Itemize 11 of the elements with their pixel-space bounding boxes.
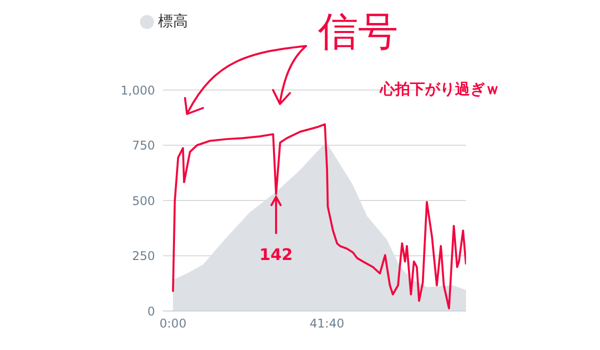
annotation: 心拍下がり過ぎｗ — [380, 80, 500, 99]
y-tick-label: 750 — [132, 138, 155, 153]
x-tick-label: 0:00 — [160, 316, 186, 331]
x-tick-label: 41:40 — [310, 316, 344, 331]
y-tick-label: 0 — [147, 304, 155, 318]
annotation: 142 — [259, 244, 293, 264]
legend-label: 標高 — [158, 12, 188, 30]
y-tick-label: 250 — [132, 249, 155, 264]
y-tick-label: 500 — [132, 194, 155, 208]
y-tick-label: 1,000 — [120, 83, 155, 98]
text: 信号 — [318, 8, 398, 56]
